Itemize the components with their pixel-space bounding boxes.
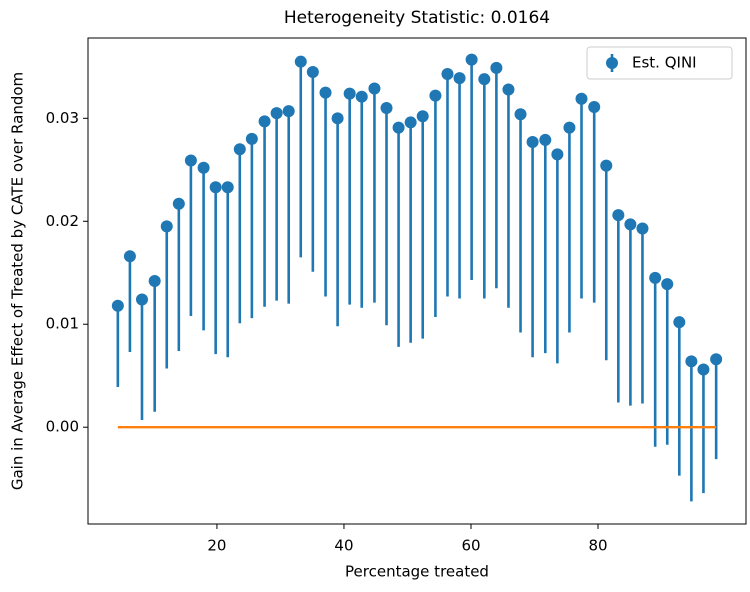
point bbox=[526, 135, 539, 148]
point bbox=[710, 353, 723, 366]
point bbox=[184, 154, 197, 167]
point bbox=[368, 82, 381, 95]
point bbox=[685, 355, 698, 368]
point bbox=[697, 363, 710, 376]
point bbox=[502, 83, 515, 96]
point bbox=[148, 275, 161, 287]
point bbox=[612, 209, 625, 222]
x-tick-label: 20 bbox=[207, 537, 226, 555]
point bbox=[416, 110, 429, 123]
y-tick-label: 0.03 bbox=[46, 109, 79, 127]
point bbox=[673, 316, 686, 329]
chart-title: Heterogeneity Statistic: 0.0164 bbox=[284, 8, 550, 28]
x-axis-label: Percentage treated bbox=[345, 563, 489, 581]
point bbox=[233, 143, 246, 156]
point bbox=[331, 112, 344, 125]
point bbox=[355, 90, 368, 103]
x-tick-label: 80 bbox=[588, 537, 607, 555]
point bbox=[392, 121, 405, 134]
point bbox=[319, 86, 332, 99]
point bbox=[465, 53, 478, 66]
point bbox=[245, 132, 258, 145]
legend-marker bbox=[606, 57, 618, 69]
point bbox=[172, 197, 185, 210]
x-tick-label: 40 bbox=[334, 537, 353, 555]
point bbox=[588, 100, 601, 113]
point bbox=[649, 271, 662, 284]
point bbox=[270, 107, 283, 120]
point bbox=[429, 89, 442, 102]
point bbox=[111, 299, 124, 312]
point bbox=[380, 102, 393, 115]
x-tick-label: 60 bbox=[461, 537, 480, 555]
legend-label: Est. QINI bbox=[632, 54, 697, 72]
point bbox=[636, 222, 649, 235]
point bbox=[551, 148, 564, 161]
point bbox=[661, 278, 674, 291]
y-axis-label: Gain in Average Effect of Treated by CAT… bbox=[9, 72, 27, 490]
y-tick-label: 0.00 bbox=[46, 418, 79, 436]
point bbox=[209, 181, 222, 194]
point bbox=[514, 108, 527, 121]
point bbox=[600, 159, 613, 172]
point bbox=[306, 65, 319, 78]
point bbox=[282, 105, 295, 118]
point bbox=[441, 68, 454, 81]
point bbox=[135, 293, 148, 306]
plot-frame bbox=[87, 37, 747, 525]
point bbox=[575, 92, 588, 105]
y-tick-label: 0.01 bbox=[46, 315, 79, 333]
point bbox=[123, 250, 136, 263]
point bbox=[294, 55, 307, 68]
y-tick-label: 0.02 bbox=[46, 212, 79, 230]
point bbox=[539, 133, 552, 146]
point bbox=[160, 220, 173, 233]
point bbox=[343, 87, 356, 100]
point bbox=[490, 61, 503, 74]
legend-box bbox=[586, 46, 733, 80]
point bbox=[563, 121, 576, 134]
point bbox=[478, 73, 491, 86]
point bbox=[258, 115, 271, 128]
point bbox=[221, 181, 234, 194]
point bbox=[197, 161, 210, 174]
point bbox=[624, 218, 637, 231]
point bbox=[404, 116, 417, 129]
point bbox=[453, 72, 466, 85]
